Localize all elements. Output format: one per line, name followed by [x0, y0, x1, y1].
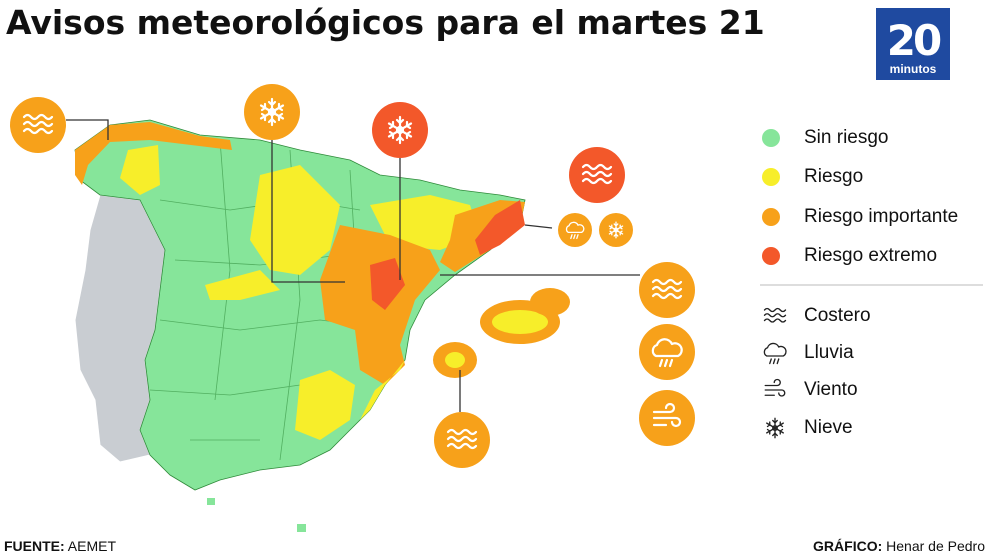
island [492, 310, 548, 334]
credit-label: GRÁFICO: [813, 538, 882, 554]
shape [524, 224, 553, 229]
island [297, 524, 306, 532]
logo-word: minutos [890, 62, 937, 76]
island [530, 288, 570, 316]
source-label: FUENTE: [4, 538, 65, 554]
legend-icon [764, 378, 786, 397]
region [205, 270, 280, 300]
region [75, 122, 232, 185]
region [475, 200, 525, 255]
legend-swatch [762, 129, 780, 147]
region [370, 258, 405, 310]
region [120, 145, 160, 195]
legend-label: Riesgo [804, 166, 863, 187]
legend-label: Lluvia [804, 342, 854, 363]
logo-number: 20 [887, 16, 941, 65]
legend-label: Riesgo importante [804, 206, 958, 227]
legend-label: Costero [804, 305, 871, 326]
source-text: AEMET [68, 538, 117, 554]
legend-icon [766, 417, 784, 439]
legend: Sin riesgo Riesgo Riesgo importante Riesgo … [762, 127, 958, 439]
title: Avisos meteorológicos para el martes 21 [6, 3, 765, 42]
legend-swatch [762, 168, 780, 186]
map-icons [10, 84, 695, 468]
source: FUENTE: AEMET [4, 538, 116, 554]
shape [66, 119, 109, 140]
legend-label: Nieve [804, 417, 853, 438]
legend-label: Viento [804, 379, 858, 400]
map [74, 119, 570, 532]
icon-badge [558, 213, 592, 247]
credit: GRÁFICO: Henar de Pedro [813, 538, 985, 554]
legend-label: Riesgo extremo [804, 245, 937, 266]
island [207, 498, 215, 505]
icon-badge [639, 324, 695, 380]
leader-lines [66, 119, 640, 412]
legend-icon [763, 307, 787, 323]
credit-text: Henar de Pedro [886, 538, 985, 554]
legend-label: Sin riesgo [804, 127, 889, 148]
legend-swatch [762, 247, 780, 265]
logo [876, 8, 950, 80]
region [295, 370, 355, 440]
shape [271, 140, 345, 283]
island [445, 352, 465, 368]
legend-swatch [762, 208, 780, 226]
region [360, 360, 405, 420]
legend-icon [763, 342, 787, 365]
